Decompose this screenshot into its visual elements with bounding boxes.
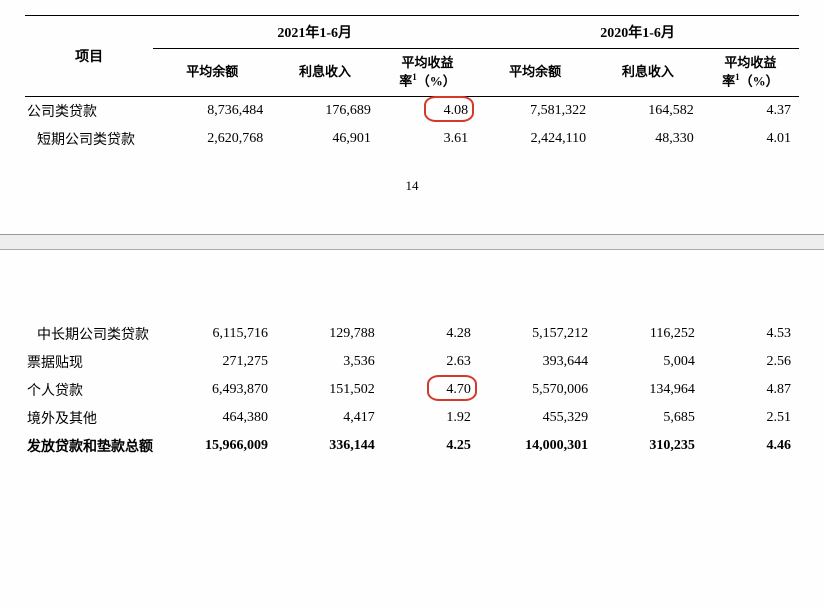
yield-2020: 4.46 — [703, 432, 799, 460]
avg-balance-2020: 455,329 — [479, 404, 596, 432]
avg-balance-2020: 7,581,322 — [476, 97, 594, 126]
avg-balance-2021: 6,115,716 — [159, 320, 276, 348]
highlight-circle — [427, 375, 477, 401]
interest-income-2020: 116,252 — [596, 320, 703, 348]
avg-balance-2021: 15,966,009 — [159, 432, 276, 460]
highlight-circle — [424, 96, 474, 122]
table-row: 境外及其他464,3804,4171.92455,3295,6852.51 — [25, 404, 799, 432]
yield-2020: 4.87 — [703, 376, 799, 404]
table-body-bottom: 中长期公司类贷款6,115,716129,7884.285,157,212116… — [25, 320, 799, 460]
yield-2021: 4.08 — [379, 97, 476, 126]
table-body-top: 公司类贷款8,736,484176,6894.087,581,322164,58… — [25, 97, 799, 154]
yield-2021: 2.63 — [383, 348, 479, 376]
row-label: 中长期公司类贷款 — [25, 320, 159, 348]
col-interest-20: 利息收入 — [594, 49, 702, 97]
interest-income-2021: 151,502 — [276, 376, 383, 404]
row-label: 公司类贷款 — [25, 97, 153, 126]
table-row: 中长期公司类贷款6,115,716129,7884.285,157,212116… — [25, 320, 799, 348]
avg-balance-2020: 5,570,006 — [479, 376, 596, 404]
avg-balance-2021: 271,275 — [159, 348, 276, 376]
col-period-2021: 2021年1-6月 — [153, 16, 476, 49]
table-row: 发放贷款和垫款总额15,966,009336,1444.2514,000,301… — [25, 432, 799, 460]
col-interest-21: 利息收入 — [271, 49, 379, 97]
avg-balance-2021: 8,736,484 — [153, 97, 271, 126]
col-period-2020: 2020年1-6月 — [476, 16, 799, 49]
yield-2020: 4.01 — [702, 125, 799, 153]
yield-2021: 4.25 — [383, 432, 479, 460]
interest-income-2020: 5,004 — [596, 348, 703, 376]
financial-table-top: 项目 2021年1-6月 2020年1-6月 平均余额 利息收入 平均收益率1（… — [25, 15, 799, 153]
interest-income-2021: 129,788 — [276, 320, 383, 348]
col-item: 项目 — [25, 16, 153, 97]
avg-balance-2020: 5,157,212 — [479, 320, 596, 348]
avg-balance-2021: 6,493,870 — [159, 376, 276, 404]
interest-income-2021: 3,536 — [276, 348, 383, 376]
col-yield-20: 平均收益率1（%） — [702, 49, 799, 97]
table-row: 短期公司类贷款2,620,76846,9013.612,424,11048,33… — [25, 125, 799, 153]
col-yield-21: 平均收益率1（%） — [379, 49, 476, 97]
interest-income-2021: 336,144 — [276, 432, 383, 460]
yield-2020: 4.53 — [703, 320, 799, 348]
header-period-row: 项目 2021年1-6月 2020年1-6月 — [25, 16, 799, 49]
yield-2021: 4.28 — [383, 320, 479, 348]
page-number: 14 — [25, 153, 799, 234]
interest-income-2021: 46,901 — [271, 125, 379, 153]
table-row: 公司类贷款8,736,484176,6894.087,581,322164,58… — [25, 97, 799, 126]
table-row: 票据贴现271,2753,5362.63393,6445,0042.56 — [25, 348, 799, 376]
interest-income-2021: 176,689 — [271, 97, 379, 126]
col-avg-balance-20: 平均余额 — [476, 49, 594, 97]
interest-income-2021: 4,417 — [276, 404, 383, 432]
avg-balance-2020: 393,644 — [479, 348, 596, 376]
interest-income-2020: 164,582 — [594, 97, 702, 126]
col-avg-balance-21: 平均余额 — [153, 49, 271, 97]
financial-table-bottom: 中长期公司类贷款6,115,716129,7884.285,157,212116… — [25, 320, 799, 460]
yield-2020: 2.51 — [703, 404, 799, 432]
yield-2021: 3.61 — [379, 125, 476, 153]
row-label: 票据贴现 — [25, 348, 159, 376]
row-label: 发放贷款和垫款总额 — [25, 432, 159, 460]
interest-income-2020: 310,235 — [596, 432, 703, 460]
avg-balance-2021: 2,620,768 — [153, 125, 271, 153]
row-label: 境外及其他 — [25, 404, 159, 432]
yield-2020: 4.37 — [702, 97, 799, 126]
avg-balance-2020: 2,424,110 — [476, 125, 594, 153]
yield-2021: 4.70 — [383, 376, 479, 404]
avg-balance-2021: 464,380 — [159, 404, 276, 432]
page-divider — [0, 234, 824, 250]
avg-balance-2020: 14,000,301 — [479, 432, 596, 460]
yield-2020: 2.56 — [703, 348, 799, 376]
interest-income-2020: 5,685 — [596, 404, 703, 432]
interest-income-2020: 134,964 — [596, 376, 703, 404]
table-row: 个人贷款6,493,870151,5024.705,570,006134,964… — [25, 376, 799, 404]
row-label: 短期公司类贷款 — [25, 125, 153, 153]
interest-income-2020: 48,330 — [594, 125, 702, 153]
yield-2021: 1.92 — [383, 404, 479, 432]
row-label: 个人贷款 — [25, 376, 159, 404]
